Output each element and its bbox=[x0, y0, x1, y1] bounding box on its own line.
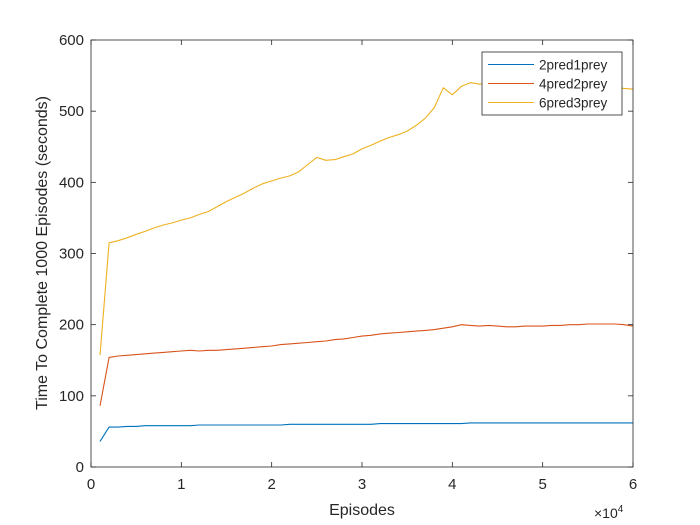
axes-layer: 0 1 2 3 4 5 6 0 100 200 300 400 500 600 bbox=[59, 32, 637, 493]
y-tick-label: 600 bbox=[59, 32, 84, 49]
x-axis-exponent-base: ×10 bbox=[594, 505, 618, 521]
x-tick-label: 4 bbox=[448, 476, 456, 493]
x-tick-label: 6 bbox=[629, 476, 637, 493]
x-tick-label: 2 bbox=[267, 476, 275, 493]
legend-label-6pred3prey: 6pred3prey bbox=[539, 96, 608, 111]
y-tick-label: 200 bbox=[59, 317, 84, 334]
y-tick-label: 300 bbox=[59, 246, 84, 263]
y-tick-label: 0 bbox=[76, 459, 84, 476]
legend: 2pred1prey 4pred2prey 6pred3prey bbox=[481, 51, 623, 116]
y-axis-label: Time To Complete 1000 Episodes (seconds) bbox=[34, 96, 51, 410]
y-tick-label: 500 bbox=[59, 103, 84, 120]
x-tick-label: 3 bbox=[358, 476, 366, 493]
x-axis-exponent: ×104 bbox=[594, 504, 624, 521]
x-axis-label: Episodes bbox=[329, 502, 395, 519]
legend-label-2pred1prey: 2pred1prey bbox=[539, 58, 608, 73]
legend-label-4pred2prey: 4pred2prey bbox=[539, 77, 608, 92]
y-tick-label: 100 bbox=[59, 388, 84, 405]
x-tick-label: 1 bbox=[177, 476, 185, 493]
series-line-2pred1prey bbox=[99, 422, 633, 442]
series-line-4pred2prey bbox=[99, 323, 634, 406]
x-tick-label: 5 bbox=[538, 476, 546, 493]
x-axis-exponent-power: 4 bbox=[618, 504, 624, 515]
x-tick-label: 0 bbox=[87, 476, 95, 493]
y-tick-label: 400 bbox=[59, 174, 84, 191]
